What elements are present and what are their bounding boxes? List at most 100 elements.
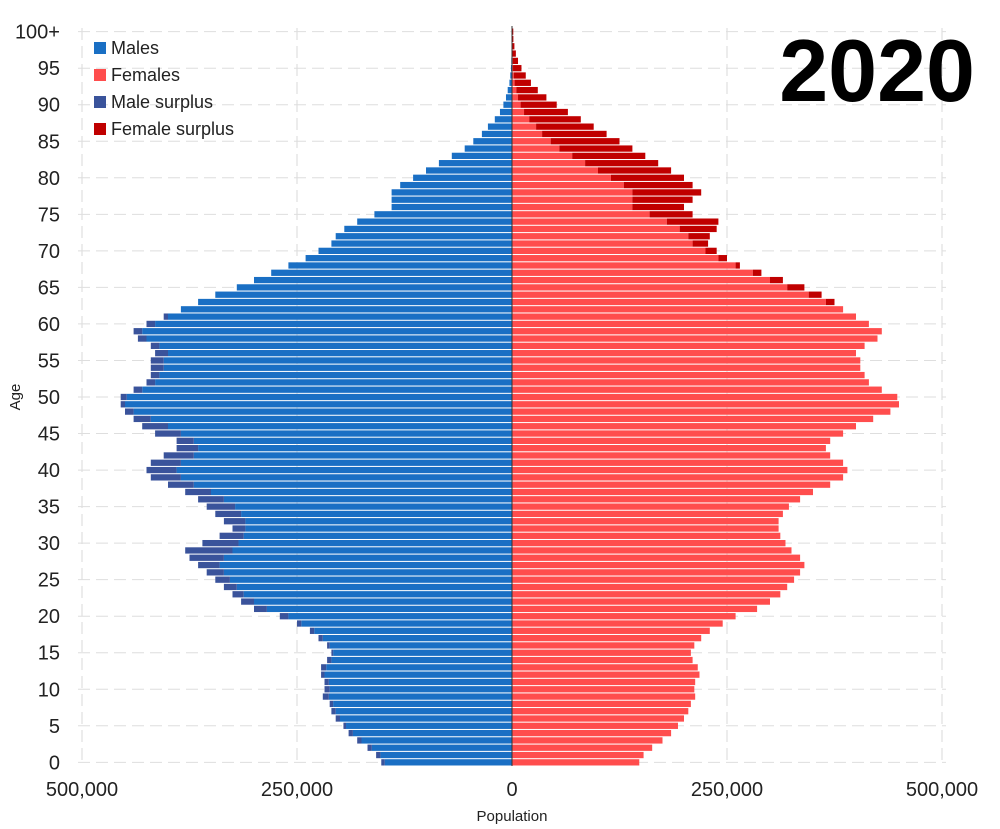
male-bar-age-83 — [451, 152, 512, 160]
female-bar-age-72 — [512, 233, 689, 240]
female-surplus-bar-age-66 — [770, 276, 783, 284]
male-surplus-bar-age-46 — [142, 423, 168, 430]
male-bar-age-40 — [176, 466, 512, 474]
female-bar-age-67 — [512, 269, 753, 276]
female-bar-age-3 — [512, 737, 663, 744]
y-tick-label-7: 35 — [38, 497, 60, 519]
female-bar-age-86 — [512, 130, 543, 138]
female-bar-age-77 — [512, 196, 633, 203]
male-surplus-bar-age-10 — [324, 686, 330, 693]
y-tick-label-3: 15 — [38, 643, 60, 665]
male-bar-age-10 — [329, 686, 512, 693]
male-bar-age-41 — [180, 459, 512, 466]
male-surplus-bar-age-61 — [163, 313, 168, 320]
legend-swatch-0 — [94, 42, 106, 54]
female-bar-age-2 — [512, 744, 653, 751]
female-bar-age-50 — [512, 393, 898, 401]
male-bar-age-34 — [241, 510, 512, 518]
female-bar-age-33 — [512, 518, 779, 525]
male-surplus-bar-age-4 — [348, 729, 353, 737]
female-bar-age-87 — [512, 123, 537, 130]
female-bar-age-74 — [512, 218, 667, 225]
female-bar-age-61 — [512, 313, 856, 320]
male-bar-age-67 — [271, 269, 512, 276]
legend-label-3: Female surplus — [111, 119, 234, 139]
male-bar-age-38 — [193, 481, 513, 488]
female-surplus-bar-age-83 — [572, 152, 646, 160]
male-surplus-bar-age-40 — [146, 466, 177, 474]
male-bar-age-65 — [236, 284, 513, 291]
male-bar-age-20 — [288, 613, 512, 620]
legend-swatch-3 — [94, 123, 106, 135]
female-bar-age-19 — [512, 620, 723, 627]
male-bar-age-64 — [215, 291, 513, 298]
female-surplus-bar-age-80 — [610, 174, 684, 181]
female-bar-age-36 — [512, 496, 801, 503]
legend-swatch-2 — [94, 96, 106, 108]
male-bar-age-69 — [305, 255, 512, 262]
male-surplus-bar-age-25 — [215, 576, 230, 583]
male-bar-age-1 — [380, 751, 512, 759]
female-bar-age-79 — [512, 181, 624, 189]
x-tick-label-4: 500,000 — [906, 779, 978, 801]
male-bar-age-70 — [318, 247, 512, 255]
male-bar-age-80 — [413, 174, 512, 181]
female-surplus-bar-age-64 — [808, 291, 822, 298]
male-bar-age-75 — [374, 211, 512, 218]
male-bar-age-42 — [193, 452, 513, 459]
female-bar-age-93 — [512, 79, 515, 86]
female-surplus-bar-age-88 — [529, 116, 581, 123]
female-bar-age-71 — [512, 240, 693, 247]
y-tick-label-0: 0 — [49, 752, 60, 774]
male-surplus-bar-age-13 — [321, 664, 327, 671]
female-surplus-bar-age-87 — [536, 123, 594, 130]
female-bar-age-76 — [512, 203, 633, 211]
male-surplus-bar-age-37 — [185, 488, 211, 496]
female-surplus-bar-age-68 — [735, 262, 740, 269]
female-bar-age-4 — [512, 729, 672, 737]
male-surplus-bar-age-51 — [133, 386, 143, 393]
male-bar-age-95 — [510, 65, 512, 72]
male-bar-age-82 — [438, 160, 512, 167]
female-bar-age-37 — [512, 488, 813, 496]
female-bar-age-1 — [512, 751, 644, 759]
female-bar-age-89 — [512, 108, 525, 116]
male-surplus-bar-age-50 — [120, 393, 127, 401]
female-bar-age-65 — [512, 284, 788, 291]
female-bar-age-52 — [512, 379, 869, 386]
male-bar-age-46 — [168, 423, 512, 430]
male-bar-age-7 — [335, 708, 512, 715]
male-bar-age-23 — [243, 591, 512, 598]
female-surplus-bar-age-74 — [666, 218, 719, 225]
male-surplus-bar-age-45 — [155, 430, 181, 437]
female-surplus-bar-age-71 — [692, 240, 709, 247]
female-bar-age-80 — [512, 174, 611, 181]
x-tick-labels: 500,000 250,000 0 250,000 500,000 — [46, 779, 978, 801]
male-surplus-bar-age-32 — [232, 525, 246, 532]
male-bar-age-78 — [391, 189, 512, 196]
female-surplus-bar-age-85 — [550, 138, 620, 145]
male-bar-age-74 — [357, 218, 512, 225]
female-bar-age-24 — [512, 583, 788, 591]
male-bar-age-33 — [245, 518, 512, 525]
female-bar-age-54 — [512, 364, 861, 371]
male-bar-age-71 — [331, 240, 512, 247]
male-bar-age-52 — [155, 379, 512, 386]
female-bar-age-44 — [512, 437, 831, 444]
male-surplus-bar-age-0 — [381, 759, 385, 766]
female-surplus-bar-age-95 — [513, 65, 522, 72]
bars — [120, 28, 899, 766]
male-bar-age-14 — [331, 656, 512, 664]
female-bar-age-29 — [512, 547, 792, 554]
female-bar-age-57 — [512, 342, 865, 349]
y-tick-label-4: 20 — [38, 606, 60, 628]
male-surplus-bar-age-1 — [376, 751, 381, 759]
male-bar-age-44 — [193, 437, 513, 444]
male-bar-age-58 — [146, 335, 512, 342]
female-bar-age-58 — [512, 335, 878, 342]
male-surplus-bar-age-60 — [146, 320, 156, 328]
female-bar-age-31 — [512, 532, 781, 539]
female-bar-age-10 — [512, 686, 695, 693]
male-surplus-bar-age-3 — [357, 737, 362, 744]
